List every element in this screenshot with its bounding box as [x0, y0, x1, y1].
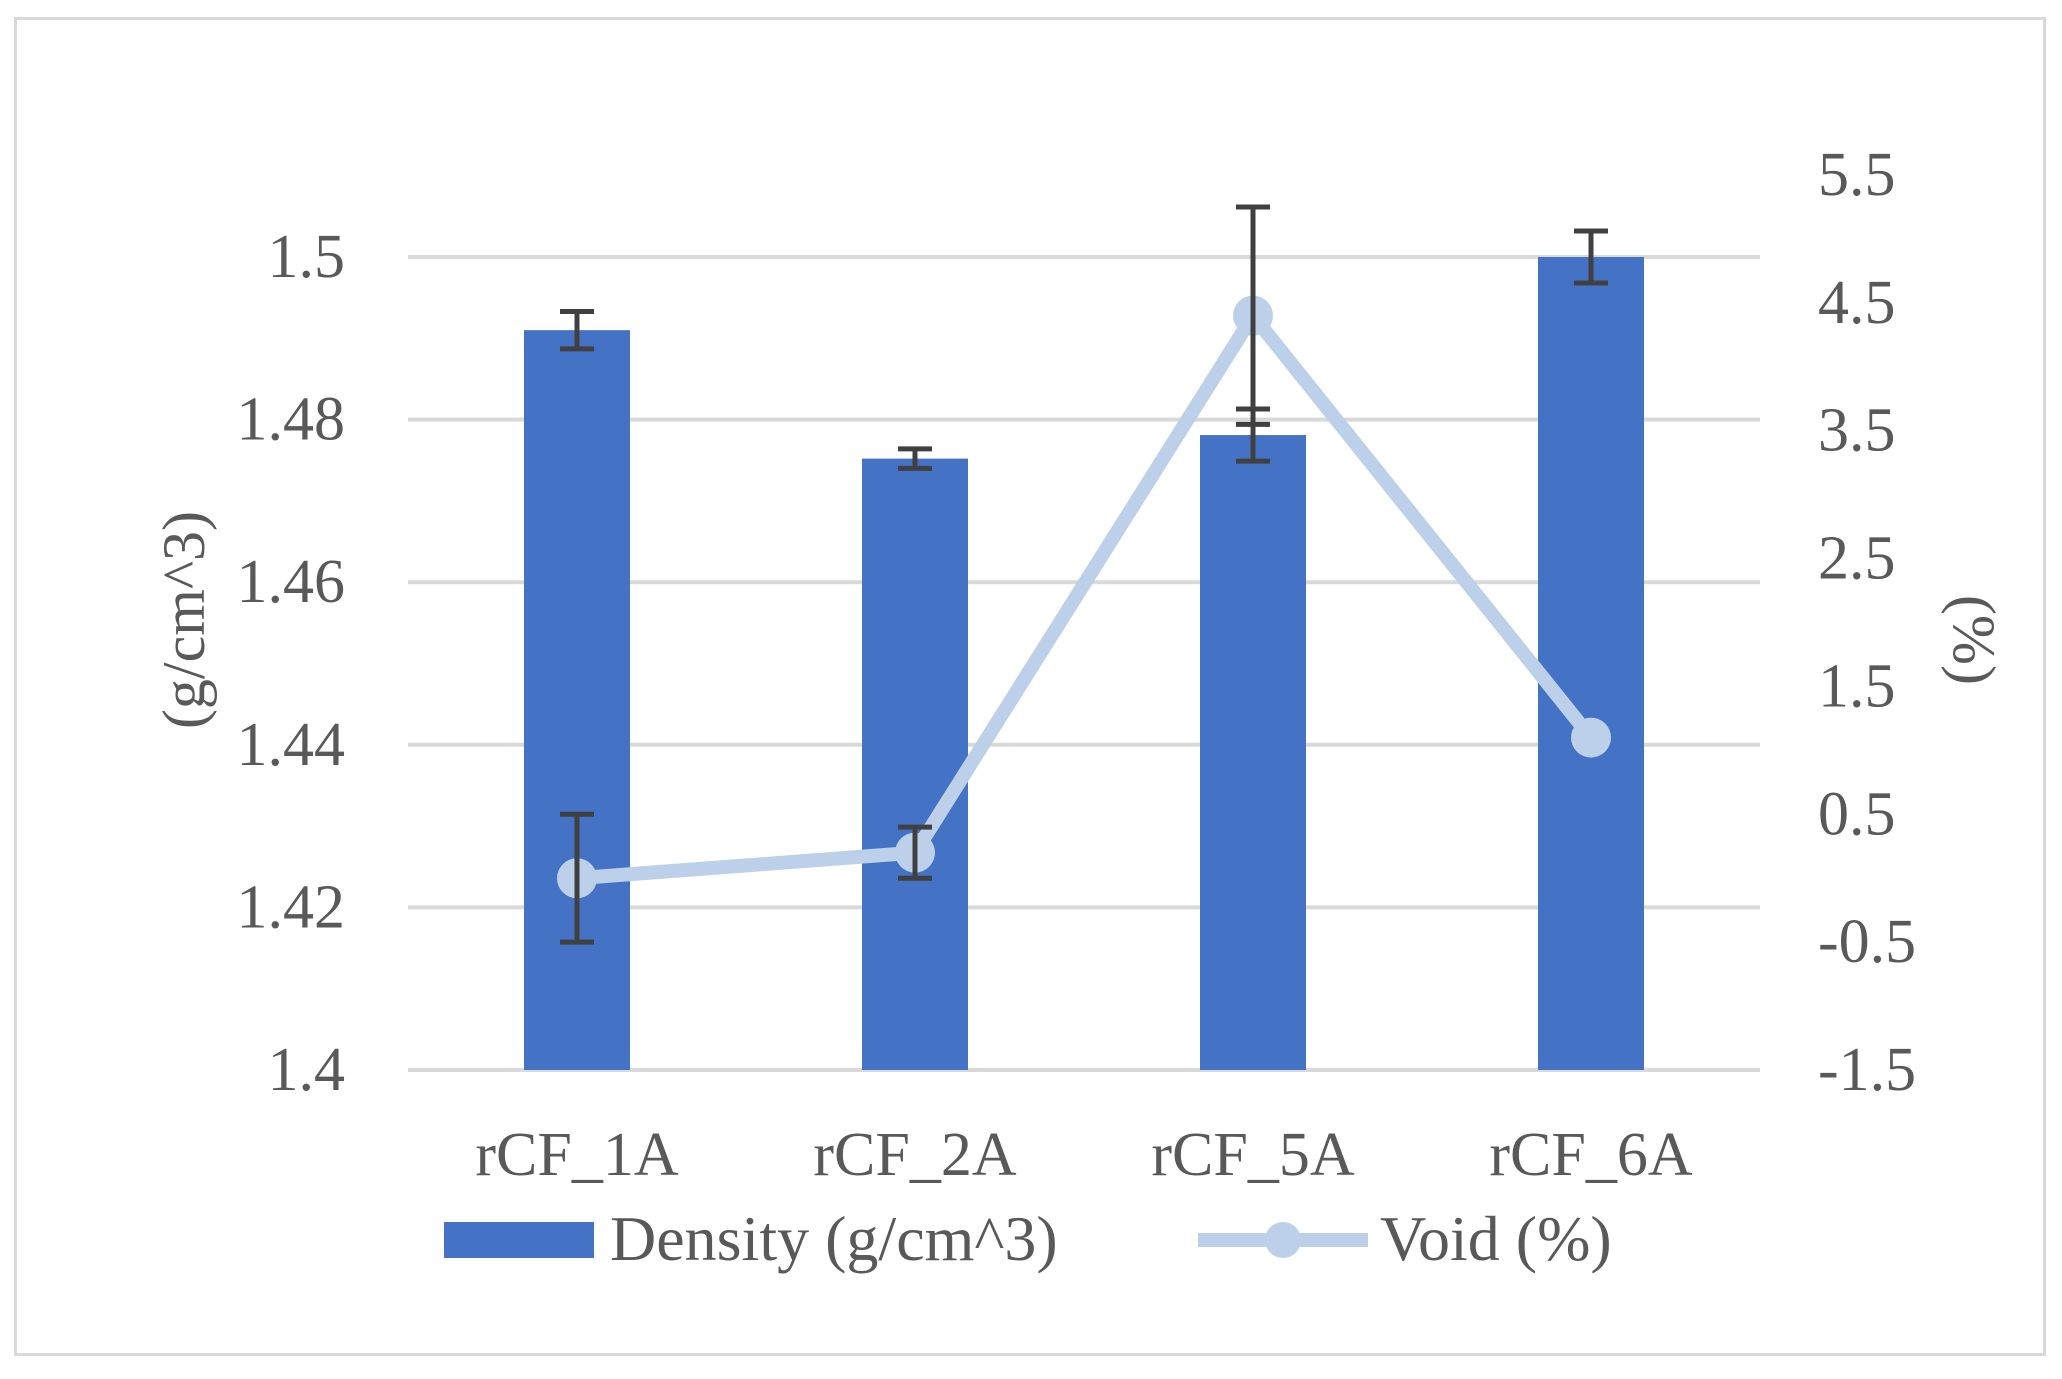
y-right-tick-label: -0.5 — [1818, 908, 1916, 976]
y-left-tick-label: 1.5 — [268, 223, 346, 291]
x-tick-label: rCF_2A — [813, 1121, 1016, 1189]
y-axis-right-title: (%) — [1941, 595, 2007, 685]
density-bar — [862, 458, 968, 1070]
y-left-tick-label: 1.4 — [268, 1036, 346, 1104]
void-error-bars — [560, 204, 1270, 945]
y-axis-left-title: (g/cm^3) — [151, 511, 217, 729]
void-error-bar — [560, 811, 594, 945]
y-right-tick-label: 3.5 — [1818, 397, 1896, 465]
legend-void-label: Void (%) — [1380, 1203, 1612, 1274]
density-error-bar — [560, 308, 594, 352]
y-right-tick-label: 2.5 — [1818, 525, 1896, 593]
y-left-tick-label: 1.42 — [237, 873, 346, 941]
legend-void-swatch-marker — [1265, 1222, 1301, 1258]
y-left-tick-label: 1.44 — [237, 711, 346, 779]
legend-density-swatch — [444, 1222, 594, 1258]
y-right-tick-label: 5.5 — [1818, 141, 1896, 209]
y-right-tick-label: 4.5 — [1818, 269, 1896, 337]
void-error-bar — [1236, 204, 1270, 427]
chart-frame — [14, 17, 2046, 1356]
legend: Density (g/cm^3) Void (%) — [444, 1203, 1612, 1274]
density-bar — [524, 330, 630, 1070]
void-point — [1571, 717, 1611, 758]
y-right-tick-label: 1.5 — [1818, 652, 1896, 720]
density-error-bars — [560, 228, 1608, 471]
y-right-tick-label: -1.5 — [1818, 1036, 1916, 1104]
y-right-tick-label: 0.5 — [1818, 780, 1896, 848]
x-tick-label: rCF_5A — [1151, 1121, 1354, 1189]
density-error-bar — [898, 446, 932, 471]
void-line — [557, 295, 1611, 899]
void-line-path — [576, 308, 1597, 886]
void-error-bar — [898, 824, 932, 881]
density-bar — [1200, 435, 1306, 1070]
y-left-tick-label: 1.48 — [237, 386, 346, 454]
legend-density-label: Density (g/cm^3) — [610, 1203, 1058, 1274]
gridlines — [408, 255, 1760, 1072]
density-error-bar — [1574, 228, 1608, 286]
density-bar — [1538, 257, 1644, 1070]
axes: 1.4 1.42 1.44 1.46 1.48 1.5 -1.5 -0.5 0.5 1.5 2.5 3… — [237, 141, 1917, 1189]
y-left-tick-label: 1.46 — [237, 548, 346, 616]
x-tick-label: rCF_6A — [1489, 1121, 1692, 1189]
x-tick-label: rCF_1A — [475, 1121, 678, 1189]
density-bars — [524, 257, 1644, 1070]
